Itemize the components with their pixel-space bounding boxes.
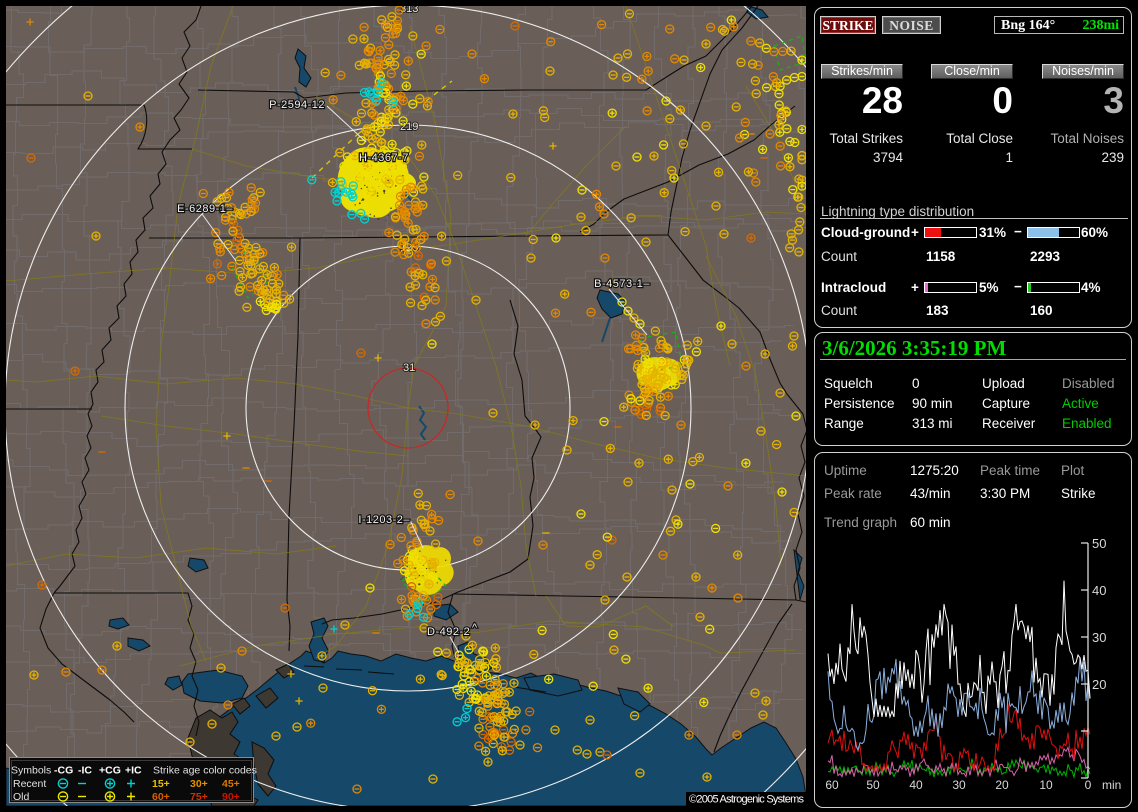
svg-text:+CG: +CG — [99, 765, 121, 777]
svg-text:E-6289-1–: E-6289-1– — [177, 203, 233, 215]
svg-text:min: min — [1102, 778, 1121, 792]
svg-text:30: 30 — [952, 778, 966, 792]
svg-text:40: 40 — [909, 778, 923, 792]
svg-text:+IC: +IC — [125, 765, 142, 777]
svg-text:90+: 90+ — [222, 791, 240, 803]
svg-text:75+: 75+ — [190, 791, 208, 803]
svg-text:20: 20 — [995, 778, 1009, 792]
svg-text:B-4573-1–: B-4573-1– — [594, 278, 650, 290]
svg-text:-CG: -CG — [54, 765, 73, 777]
svg-text:Recent: Recent — [13, 778, 46, 790]
svg-text:31: 31 — [403, 362, 415, 374]
svg-text:313: 313 — [400, 6, 418, 15]
svg-text:P-2594-12: P-2594-12 — [269, 99, 325, 111]
svg-text:60: 60 — [825, 778, 839, 792]
svg-text:50: 50 — [866, 778, 880, 792]
svg-text:Old: Old — [13, 791, 30, 803]
svg-text:Symbols: Symbols — [11, 765, 51, 777]
svg-text:D-492-2: D-492-2 — [427, 626, 470, 638]
svg-text:H-4367-7: H-4367-7 — [359, 152, 409, 164]
svg-text:©2005 Astrogenic Systems: ©2005 Astrogenic Systems — [689, 794, 805, 806]
svg-text:Strike age color codes: Strike age color codes — [153, 765, 257, 777]
svg-text:0: 0 — [1085, 778, 1092, 792]
svg-text:30: 30 — [1092, 630, 1106, 645]
svg-text:50: 50 — [1092, 536, 1106, 551]
svg-text:I-1203-2–: I-1203-2– — [358, 514, 410, 526]
svg-text:20: 20 — [1092, 677, 1106, 692]
svg-text:15+: 15+ — [152, 778, 170, 790]
svg-text:219: 219 — [400, 121, 418, 133]
svg-text:45+: 45+ — [222, 778, 240, 790]
svg-text:-IC: -IC — [78, 765, 92, 777]
svg-text:30+: 30+ — [190, 778, 208, 790]
svg-text:^: ^ — [472, 622, 478, 634]
svg-text:10: 10 — [1039, 778, 1053, 792]
svg-text:60+: 60+ — [152, 791, 170, 803]
svg-text:40: 40 — [1092, 583, 1106, 598]
